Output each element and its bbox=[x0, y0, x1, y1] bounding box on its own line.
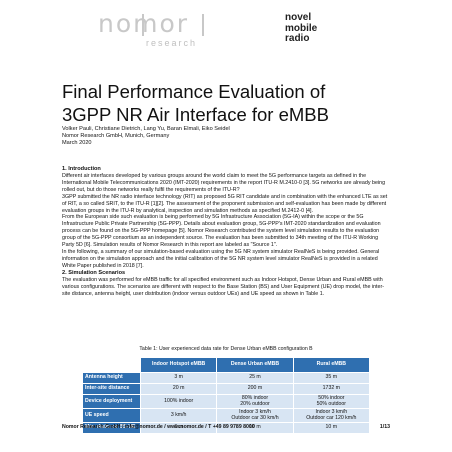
table-cell: 80% indoor 20% outdoor bbox=[216, 394, 294, 409]
document-title: Final Performance Evaluation of 3GPP NR … bbox=[62, 80, 452, 126]
logo-divider bbox=[202, 14, 204, 36]
date: March 2020 bbox=[62, 140, 92, 146]
table-row: Min. distance BS-UE 0 m 10 m 10 m bbox=[82, 422, 371, 434]
row-header: Device deployment bbox=[82, 394, 141, 409]
affiliation: Nomor Research GmbH, Munich, Germany bbox=[62, 133, 170, 139]
table-cell: 3 km/h bbox=[139, 408, 218, 423]
table-row: Antenna height 3 m 25 m 35 m bbox=[82, 372, 371, 384]
logo-tagline-line: radio bbox=[285, 33, 310, 44]
scenario-table: Indoor Hotspot eMBB Dense Urban eMBB Rur… bbox=[82, 357, 371, 434]
table-cell: Indoor 3 km/h Outdoor car 120 km/h bbox=[292, 408, 371, 423]
authors: Volker Pauli, Christiane Dietrich, Lang … bbox=[62, 126, 230, 132]
table-cell: 200 m bbox=[216, 383, 294, 395]
footer-contact: Nomor Research GmbH / info@nomor.de / ww… bbox=[62, 424, 255, 430]
table-header-row: Indoor Hotspot eMBB Dense Urban eMBB Rur… bbox=[82, 357, 371, 373]
logo-divider bbox=[142, 14, 144, 36]
section-heading: 1. Introduction bbox=[62, 166, 101, 172]
column-header: Indoor Hotspot eMBB bbox=[139, 357, 218, 373]
table-row: Inter-site distance 20 m 200 m 1732 m bbox=[82, 383, 371, 395]
row-header: UE speed bbox=[82, 408, 141, 423]
table-cell: 0 m bbox=[139, 422, 218, 434]
section-heading: 2. Simulation Scenarios bbox=[62, 269, 126, 276]
page-number: 1/13 bbox=[379, 424, 390, 430]
author-block: Volker Pauli, Christiane Dietrich, Lang … bbox=[62, 126, 230, 147]
table-cell: 35 m bbox=[292, 372, 371, 384]
table-row: Device deployment 100% indoor 80% indoor… bbox=[82, 394, 371, 409]
column-header: Rural eMBB bbox=[292, 357, 371, 373]
table-cell: 10 m bbox=[292, 422, 371, 434]
column-header: Dense Urban eMBB bbox=[216, 357, 294, 373]
logo-subtitle: research bbox=[146, 38, 198, 48]
title-line: Final Performance Evaluation of bbox=[62, 81, 326, 102]
table-cell: 100% indoor bbox=[139, 394, 218, 409]
table-cell: 25 m bbox=[216, 372, 294, 384]
table-cell: 3 m bbox=[139, 372, 218, 384]
table-cell: 50% indoor 50% outdoor bbox=[292, 394, 371, 409]
nomor-logo: nomor research novel mobile radio bbox=[98, 9, 348, 49]
paragraph: Different air interfaces developed by va… bbox=[62, 173, 386, 193]
paragraph: In the following, a summary of our simul… bbox=[62, 248, 380, 269]
table-row: UE speed 3 km/h Indoor 3 km/h Outdoor ca… bbox=[82, 408, 371, 423]
paragraph: The evaluation was performed for eMBB tr… bbox=[62, 276, 385, 297]
logo-wordmark: nomor bbox=[98, 9, 190, 38]
logo-tagline-line: mobile bbox=[285, 22, 318, 34]
table-caption: Table 1: User experienced data rate for … bbox=[139, 346, 313, 352]
logo-tagline: novel mobile radio bbox=[285, 12, 365, 45]
table-cell: 10 m bbox=[216, 422, 294, 434]
title-line: 3GPP NR Air Interface for eMBB bbox=[62, 104, 329, 125]
row-header: Antenna height bbox=[82, 372, 141, 384]
table-cell: Indoor 3 km/h Outdoor car 30 km/h bbox=[216, 408, 294, 423]
paragraph: 3GPP submitted the NR radio interface te… bbox=[62, 193, 388, 214]
table-cell: 1732 m bbox=[292, 383, 371, 395]
paragraph: From the European side such evaluation i… bbox=[62, 214, 381, 249]
logo-tagline-line: novel bbox=[285, 12, 312, 23]
document-body: 1. Introduction Different air interfaces… bbox=[62, 166, 390, 297]
row-header: Inter-site distance bbox=[82, 383, 141, 395]
table-cell: 20 m bbox=[139, 383, 218, 395]
table-corner-cell bbox=[82, 357, 141, 373]
